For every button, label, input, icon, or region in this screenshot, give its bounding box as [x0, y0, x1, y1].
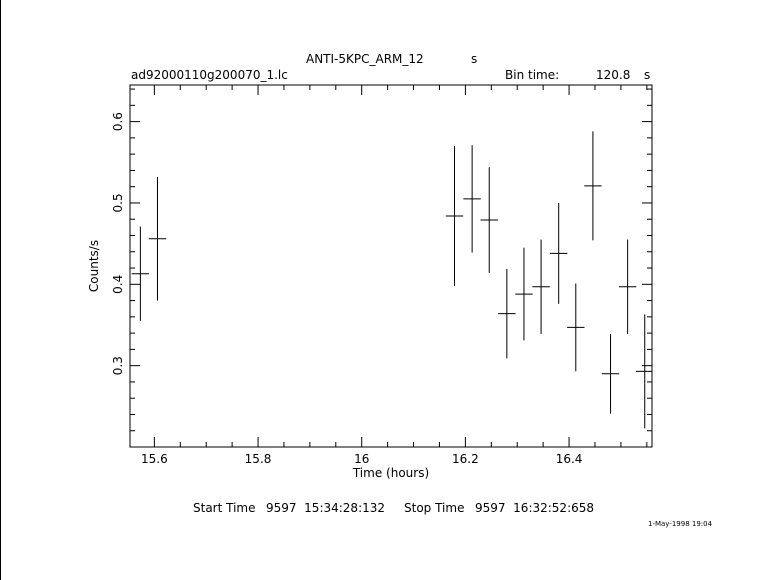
y-axis-label: Counts/s	[87, 240, 101, 292]
bin-time-unit: s	[644, 68, 651, 82]
data-point	[532, 239, 550, 334]
x-tick-label: 16	[354, 452, 369, 466]
stop-time-label: Stop Time	[404, 501, 465, 515]
data-point	[584, 131, 602, 241]
x-tick-label: 16.4	[556, 452, 583, 466]
x-tick-label: 16.2	[452, 452, 479, 466]
data-point	[498, 268, 516, 359]
data-point	[618, 239, 637, 334]
data-point	[567, 283, 585, 372]
bin-time-label: Bin time:	[505, 68, 560, 82]
data-point	[463, 145, 481, 253]
plot-timestamp: 1-May-1998 19:04	[648, 520, 713, 528]
start-time-value: 9597 15:34:28:132	[266, 501, 386, 515]
data-point	[636, 314, 652, 429]
data-point	[131, 226, 150, 321]
y-tick-label: 0.5	[111, 193, 125, 212]
y-tick-label: 0.3	[111, 356, 125, 375]
left-border-line	[0, 0, 1, 580]
data-point	[601, 333, 620, 414]
x-axis-label: Time (hours)	[352, 466, 429, 480]
start-time-label: Start Time	[193, 501, 256, 515]
data-points	[131, 131, 652, 429]
data-point	[480, 167, 498, 273]
file-name: ad92000110g200070_1.lc	[131, 68, 288, 82]
axis-ticks	[130, 85, 652, 448]
bin-time-value: 120.8	[596, 68, 631, 82]
tick-labels: 15.6 15.8 16 16.2 16.4 0.3 0.4 0.5 0.6	[111, 112, 582, 466]
data-point	[515, 247, 533, 341]
data-point	[445, 146, 464, 286]
y-tick-label: 0.4	[111, 275, 125, 294]
x-tick-label: 15.6	[141, 452, 168, 466]
y-tick-label: 0.6	[111, 112, 125, 131]
chart-title-unit: s	[471, 52, 478, 66]
plot-frame	[129, 84, 653, 448]
chart-title: ANTI-5KPC_ARM_12	[306, 52, 424, 66]
x-tick-label: 15.8	[245, 452, 272, 466]
stop-time-value: 9597 16:32:52:658	[475, 501, 595, 515]
data-point	[549, 202, 568, 304]
data-point	[148, 176, 167, 301]
